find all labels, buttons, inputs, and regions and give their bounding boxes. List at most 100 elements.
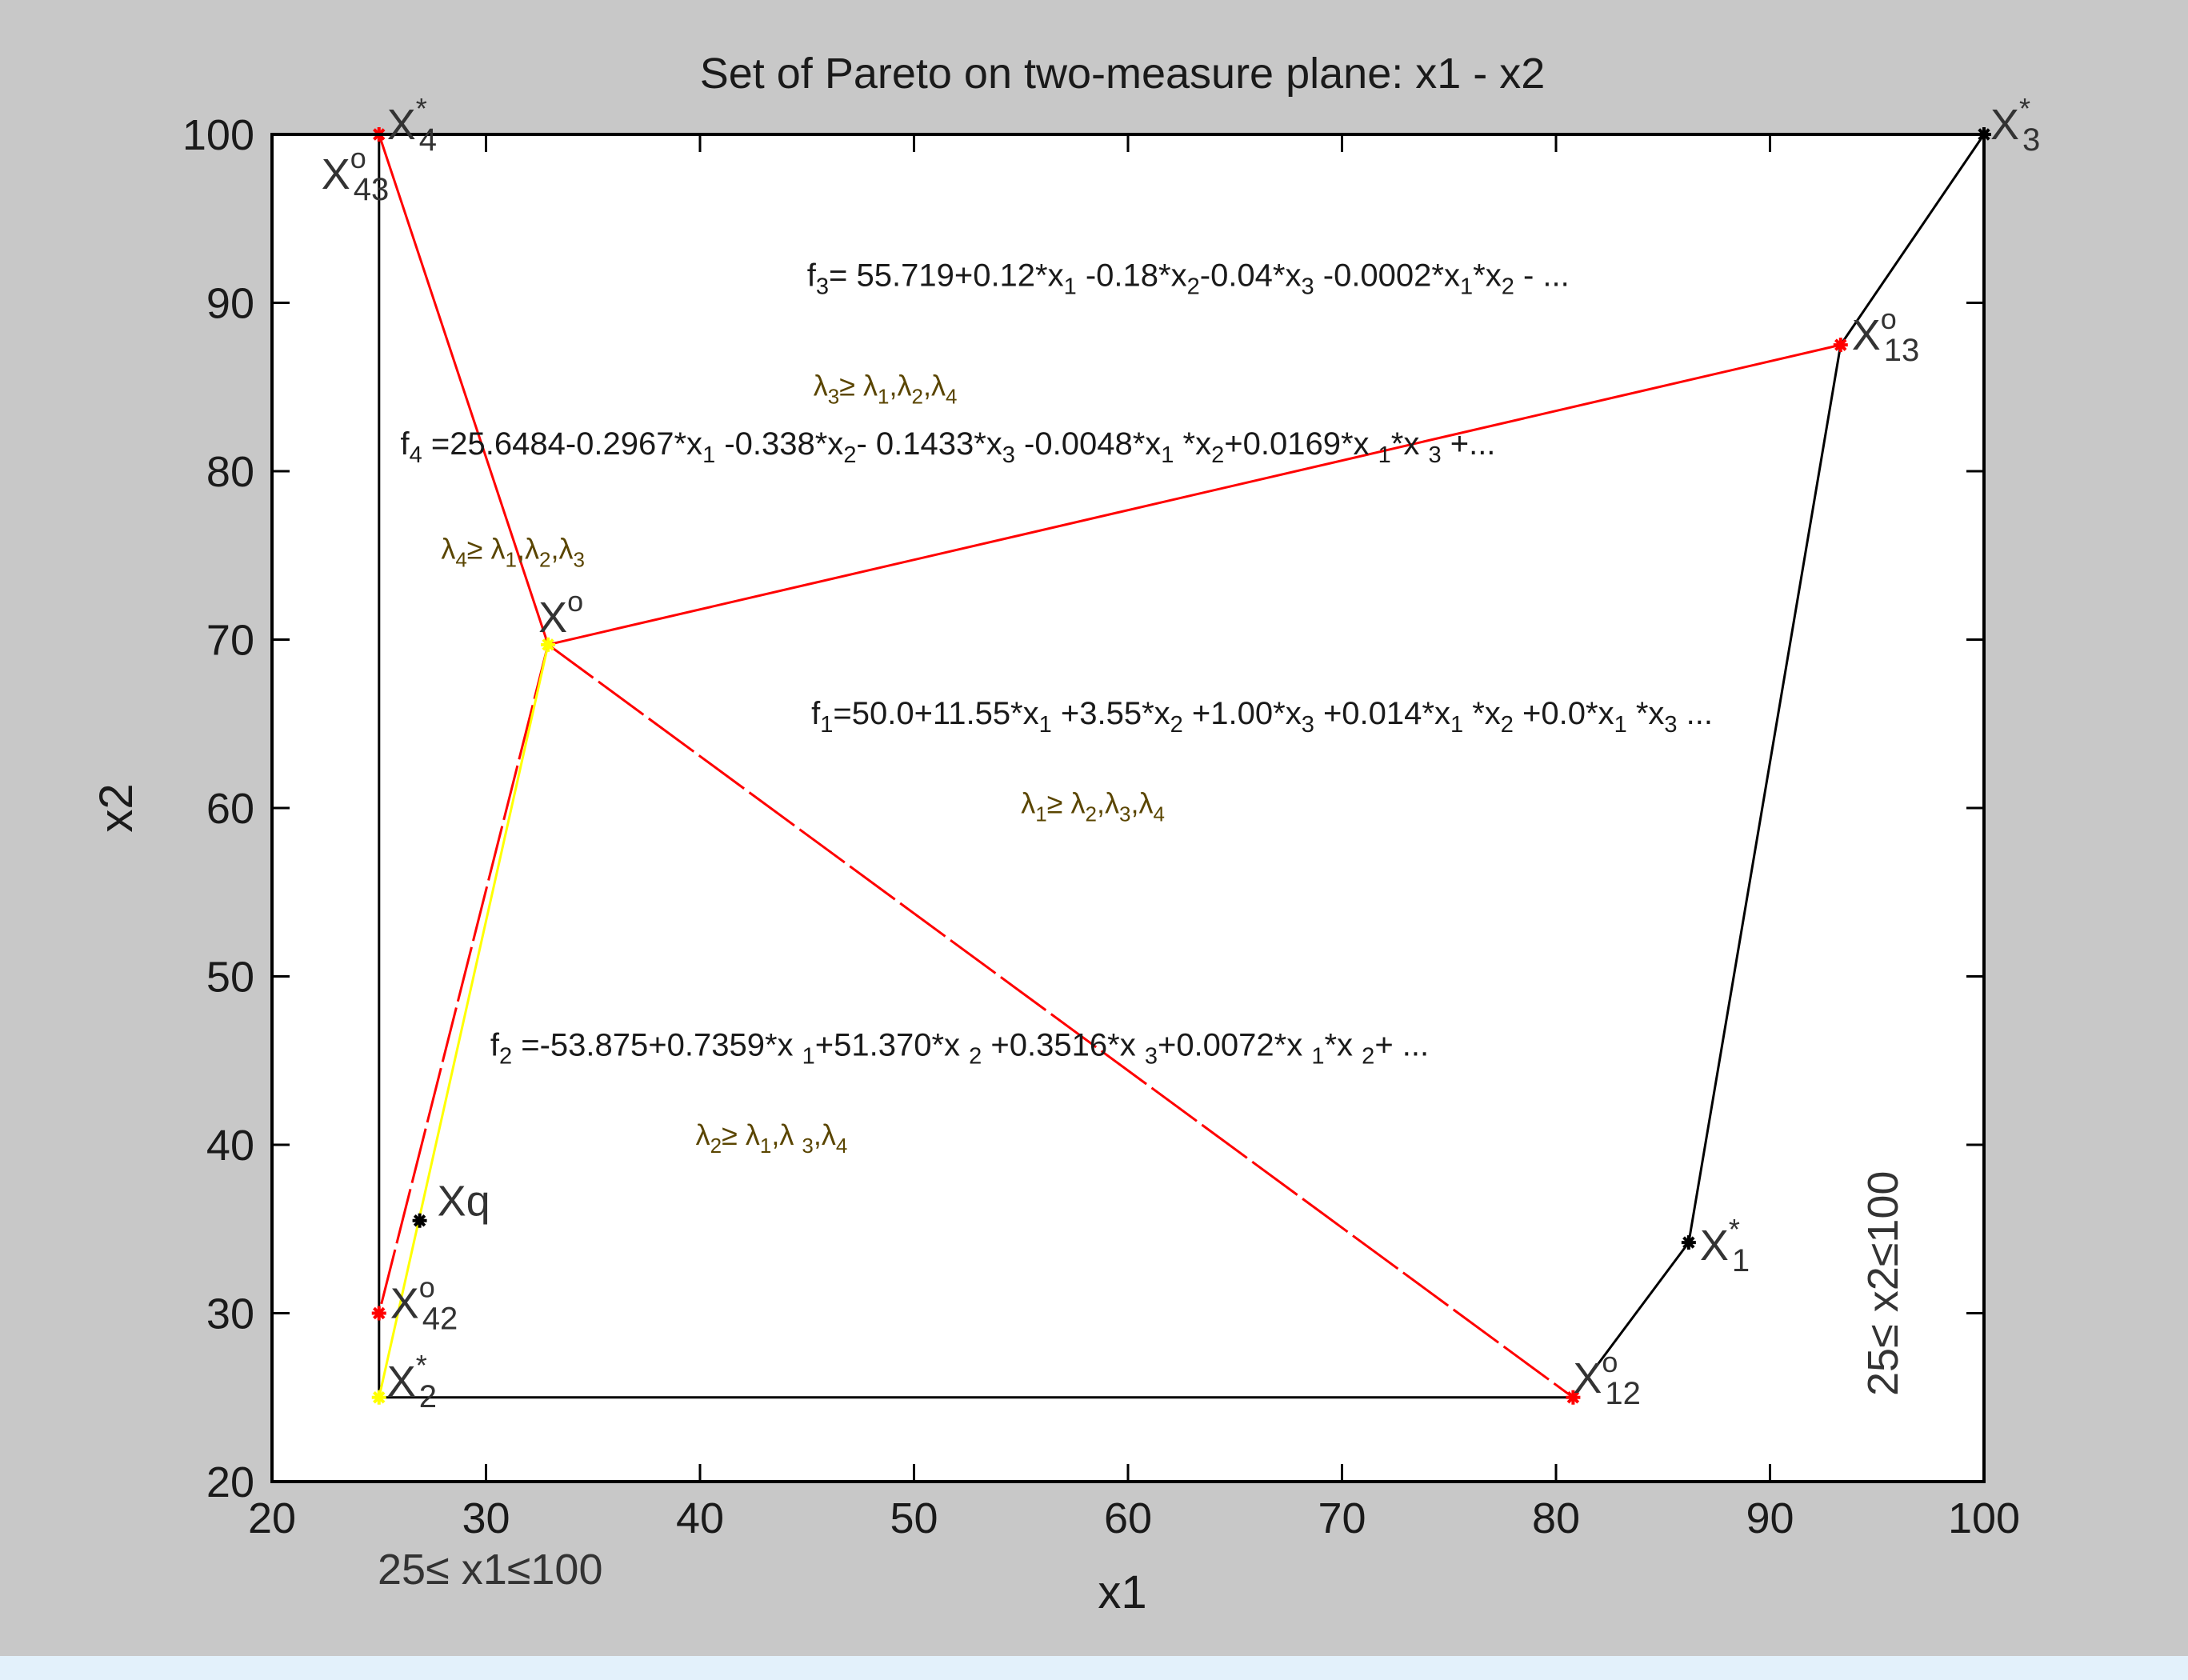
annotation-segment: ,λ	[551, 532, 574, 565]
annotation-segment: 3	[1002, 442, 1015, 468]
annotation-segment: ≥ λ	[1047, 786, 1086, 819]
point-label: Xo 42	[390, 1271, 458, 1337]
annotation-segment: 2	[1362, 1043, 1374, 1069]
annotation-segment: ,λ	[1130, 786, 1153, 819]
annotation-segment: 1	[1311, 1043, 1324, 1069]
point-label-sup: o	[350, 142, 366, 174]
data-point-marker	[1681, 1235, 1696, 1250]
annotation-segment: *x	[1174, 426, 1211, 462]
point-label-sup: *	[416, 92, 427, 125]
annotation-segment: -0.18*x	[1077, 258, 1187, 293]
annotation-segment: *x	[1391, 426, 1429, 462]
annotation-segment: 3	[1664, 712, 1677, 738]
point-label-sup: *	[416, 1349, 427, 1382]
x-tick-label: 60	[1104, 1494, 1152, 1542]
annotation-segment: ≥ λ	[467, 532, 506, 565]
annotation-segment: ≥ λ	[722, 1118, 760, 1151]
series-line-3	[547, 643, 1574, 1399]
point-label-base: X	[387, 1358, 416, 1406]
annotation-segment: 3	[574, 547, 585, 571]
point-label-base: X	[538, 594, 567, 642]
annotation-segment: 2	[1211, 442, 1224, 468]
y-tick-label: 70	[206, 617, 254, 665]
x-tick-label: 70	[1318, 1494, 1366, 1542]
point-label-sub: 4	[419, 122, 437, 158]
point-label-sub: 42	[422, 1302, 458, 1337]
point-label-sup: o	[567, 585, 583, 618]
annotation-segment: 3	[1119, 802, 1130, 826]
annotation-segment: λ	[1021, 786, 1035, 819]
annotation-segment: +...	[1442, 426, 1496, 462]
point-label: Xq	[438, 1178, 490, 1226]
annotation-segment: 2	[1501, 712, 1514, 738]
point-label-base: X	[387, 101, 416, 149]
annotation-segment: ,λ	[1097, 786, 1119, 819]
annotation-segment: 4	[410, 442, 422, 468]
annotation-segment: f	[807, 258, 817, 293]
annotation-segment: =50.0+11.55*x	[833, 696, 1038, 731]
annotation-segment: ...	[1678, 696, 1713, 731]
x2-range-label: 25≤ x2≤100	[1859, 1171, 1907, 1396]
annotation-lambda3: λ3≥ λ1,λ2,λ4	[814, 369, 958, 408]
tick-layer	[270, 133, 1986, 1483]
point-label-sup: *	[1729, 1213, 1740, 1246]
annotation-segment: 2	[1502, 274, 1514, 299]
annotation-segment: +51.370*x	[815, 1027, 969, 1062]
annotation-segment: = 55.719+0.12*x	[829, 258, 1064, 293]
annotation-segment: ,λ	[889, 369, 911, 402]
annotation-f3: f3= 55.719+0.12*x1 -0.18*x2-0.04*x3 -0.0…	[807, 258, 1570, 299]
annotation-segment: 2	[499, 1043, 512, 1069]
x-tick-label: 30	[462, 1494, 510, 1542]
data-point-marker	[1566, 1390, 1581, 1405]
annotation-segment: 3	[1302, 712, 1314, 738]
annotation-segment: 1	[820, 712, 833, 738]
annotation-segment: *x	[1324, 1027, 1362, 1062]
annotation-segment: λ	[814, 369, 828, 402]
y-tick-label: 40	[206, 1122, 254, 1170]
annotation-segment: *x	[1627, 696, 1665, 731]
point-label-sup: o	[419, 1271, 435, 1304]
data-point-marker	[1833, 338, 1848, 353]
annotation-segment: 2	[1170, 712, 1183, 738]
annotation-segment: + ...	[1374, 1027, 1429, 1062]
annotation-lambda1: λ1≥ λ2,λ3,λ4	[1021, 786, 1165, 826]
annotation-segment: 1	[802, 1043, 815, 1069]
annotation-segment: ,λ	[923, 369, 946, 402]
annotation-segment: =25.6484-0.2967*x	[422, 426, 702, 462]
annotation-lambda2: λ2≥ λ1,λ 3,λ4	[696, 1118, 848, 1158]
annotation-segment: 1	[1378, 442, 1391, 468]
annotation-segment: 1	[878, 384, 889, 408]
annotation-segment: λ	[441, 532, 455, 565]
annotation-segment: 1	[506, 547, 517, 571]
annotation-segment: -0.0048*x	[1015, 426, 1161, 462]
point-label: Xo 12	[1573, 1346, 1640, 1411]
point-label-sub: 1	[1732, 1243, 1750, 1278]
x-tick-label: 40	[676, 1494, 724, 1542]
y-tick-label: 50	[206, 954, 254, 1002]
formula-annotation-layer: f3= 55.719+0.12*x1 -0.18*x2-0.04*x3 -0.0…	[401, 258, 1714, 1158]
annotation-segment: +0.3516*x	[982, 1027, 1145, 1062]
annotation-segment: -0.04*x	[1200, 258, 1302, 293]
annotation-segment: 3	[802, 1134, 813, 1158]
annotation-segment: +1.00*x	[1183, 696, 1302, 731]
annotation-segment: 3	[816, 274, 829, 299]
y-tick-label: 90	[206, 280, 254, 328]
annotation-segment: 1	[1460, 274, 1473, 299]
annotation-segment: 3	[1302, 274, 1314, 299]
annotation-f1: f1=50.0+11.55*x1 +3.55*x2 +1.00*x3 +0.01…	[811, 696, 1713, 738]
annotation-segment: 1	[1614, 712, 1627, 738]
annotation-segment: 1	[1450, 712, 1463, 738]
point-label-base: X	[1700, 1222, 1729, 1270]
annotation-segment: 2	[710, 1134, 722, 1158]
annotation-lambda4: λ4≥ λ1,λ2,λ3	[441, 532, 585, 571]
y-tick-label: 80	[206, 448, 254, 496]
annotation-segment: f	[490, 1027, 500, 1062]
annotation-segment: 2	[539, 547, 550, 571]
tick-label-layer: 20 30 40 50 60 70 80 90 100 20 30 40 50 60 70 80 90 100	[182, 111, 2020, 1542]
annotation-segment: +0.014*x	[1314, 696, 1450, 731]
annotation-segment: +3.55*x	[1052, 696, 1170, 731]
series-line-5	[378, 644, 550, 1398]
annotation-f2: f2 =-53.875+0.7359*x 1+51.370*x 2 +0.351…	[490, 1027, 1429, 1069]
annotation-f4: f4 =25.6484-0.2967*x1 -0.338*x2- 0.1433*…	[401, 426, 1496, 468]
